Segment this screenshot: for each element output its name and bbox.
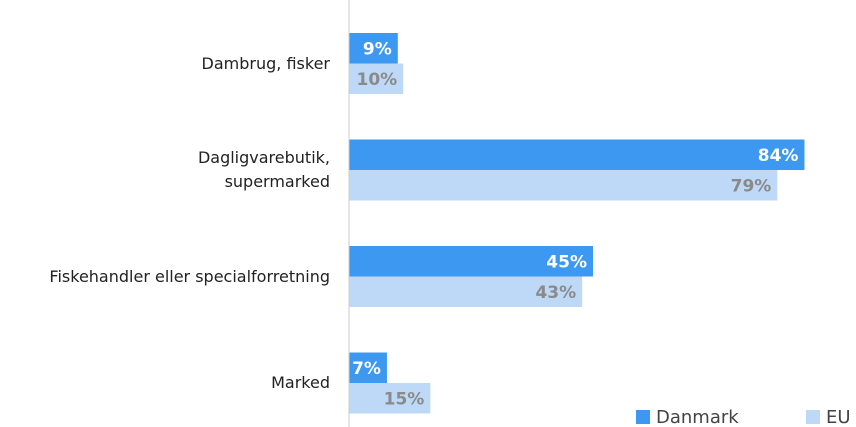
legend-label: Danmark [656,407,739,427]
value-label: 45% [546,252,587,272]
bar [349,33,398,64]
bar [349,246,593,277]
legend-swatch [806,410,820,424]
value-label: 15% [384,389,425,409]
bar [349,139,805,170]
legend-swatch [636,410,650,424]
category-label: Marked [271,373,330,392]
category-label: Fiskehandler eller specialforretning [49,266,330,286]
value-label: 7% [352,359,381,379]
category-label: Dagligvarebutik, supermarked [197,148,330,191]
value-label: 43% [535,283,576,303]
value-label: 10% [357,70,398,90]
bar [349,63,404,94]
value-label: 84% [758,146,799,166]
bar [349,170,778,201]
bar [349,276,583,307]
bar [349,352,387,383]
bar [349,383,431,414]
category-label: Dambrug, fisker [201,53,330,73]
legend-label: EU [826,407,851,427]
value-label: 9% [363,39,392,59]
value-label: 79% [731,176,772,196]
